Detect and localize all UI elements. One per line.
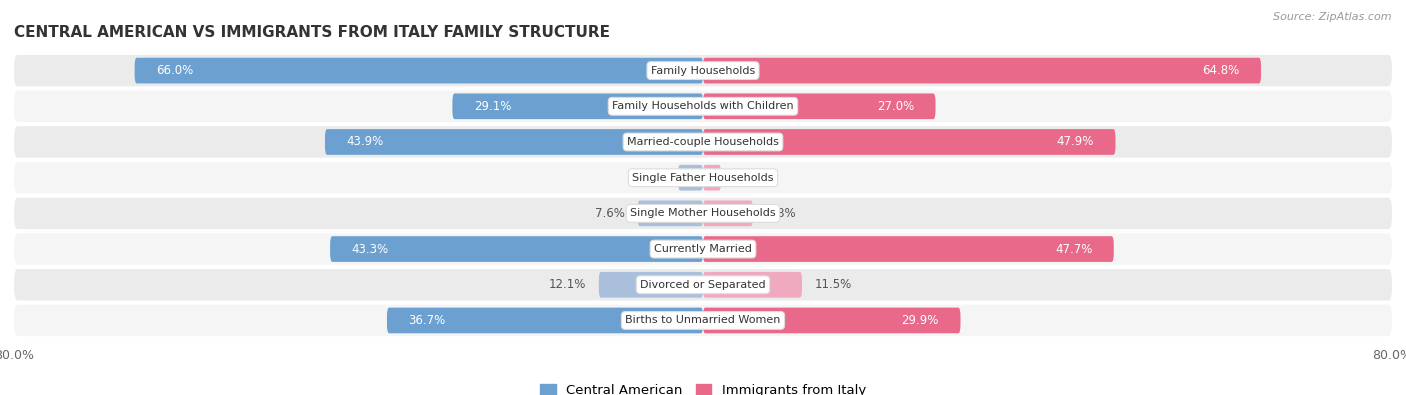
FancyBboxPatch shape bbox=[14, 305, 1392, 336]
Text: CENTRAL AMERICAN VS IMMIGRANTS FROM ITALY FAMILY STRUCTURE: CENTRAL AMERICAN VS IMMIGRANTS FROM ITAL… bbox=[14, 25, 610, 40]
Text: 5.8%: 5.8% bbox=[766, 207, 796, 220]
Text: 66.0%: 66.0% bbox=[156, 64, 194, 77]
FancyBboxPatch shape bbox=[387, 308, 703, 333]
FancyBboxPatch shape bbox=[678, 165, 703, 190]
FancyBboxPatch shape bbox=[325, 129, 703, 155]
FancyBboxPatch shape bbox=[135, 58, 703, 83]
Text: 47.7%: 47.7% bbox=[1054, 243, 1092, 256]
Text: 47.9%: 47.9% bbox=[1056, 135, 1094, 149]
FancyBboxPatch shape bbox=[703, 165, 721, 190]
FancyBboxPatch shape bbox=[703, 94, 935, 119]
FancyBboxPatch shape bbox=[14, 233, 1392, 265]
Text: 29.9%: 29.9% bbox=[901, 314, 939, 327]
Text: Divorced or Separated: Divorced or Separated bbox=[640, 280, 766, 290]
FancyBboxPatch shape bbox=[14, 198, 1392, 229]
Text: 29.1%: 29.1% bbox=[474, 100, 512, 113]
FancyBboxPatch shape bbox=[14, 90, 1392, 122]
Text: 43.9%: 43.9% bbox=[346, 135, 384, 149]
Text: 43.3%: 43.3% bbox=[352, 243, 389, 256]
Text: 36.7%: 36.7% bbox=[409, 314, 446, 327]
FancyBboxPatch shape bbox=[453, 94, 703, 119]
Text: 27.0%: 27.0% bbox=[877, 100, 914, 113]
Text: Source: ZipAtlas.com: Source: ZipAtlas.com bbox=[1274, 12, 1392, 22]
Text: Births to Unmarried Women: Births to Unmarried Women bbox=[626, 316, 780, 325]
Text: Currently Married: Currently Married bbox=[654, 244, 752, 254]
FancyBboxPatch shape bbox=[599, 272, 703, 297]
Text: 2.1%: 2.1% bbox=[734, 171, 763, 184]
Legend: Central American, Immigrants from Italy: Central American, Immigrants from Italy bbox=[534, 378, 872, 395]
Text: 11.5%: 11.5% bbox=[815, 278, 852, 291]
Text: 12.1%: 12.1% bbox=[548, 278, 586, 291]
FancyBboxPatch shape bbox=[14, 162, 1392, 194]
Text: 2.9%: 2.9% bbox=[636, 171, 665, 184]
FancyBboxPatch shape bbox=[14, 126, 1392, 158]
Text: Single Father Households: Single Father Households bbox=[633, 173, 773, 182]
FancyBboxPatch shape bbox=[637, 201, 703, 226]
FancyBboxPatch shape bbox=[330, 236, 703, 262]
Text: Family Households: Family Households bbox=[651, 66, 755, 75]
FancyBboxPatch shape bbox=[14, 269, 1392, 301]
Text: 64.8%: 64.8% bbox=[1202, 64, 1240, 77]
FancyBboxPatch shape bbox=[703, 236, 1114, 262]
FancyBboxPatch shape bbox=[14, 55, 1392, 86]
FancyBboxPatch shape bbox=[703, 272, 801, 297]
FancyBboxPatch shape bbox=[703, 129, 1115, 155]
FancyBboxPatch shape bbox=[703, 201, 754, 226]
FancyBboxPatch shape bbox=[703, 308, 960, 333]
Text: Single Mother Households: Single Mother Households bbox=[630, 209, 776, 218]
Text: Family Households with Children: Family Households with Children bbox=[612, 101, 794, 111]
Text: 7.6%: 7.6% bbox=[595, 207, 624, 220]
FancyBboxPatch shape bbox=[703, 58, 1261, 83]
Text: Married-couple Households: Married-couple Households bbox=[627, 137, 779, 147]
